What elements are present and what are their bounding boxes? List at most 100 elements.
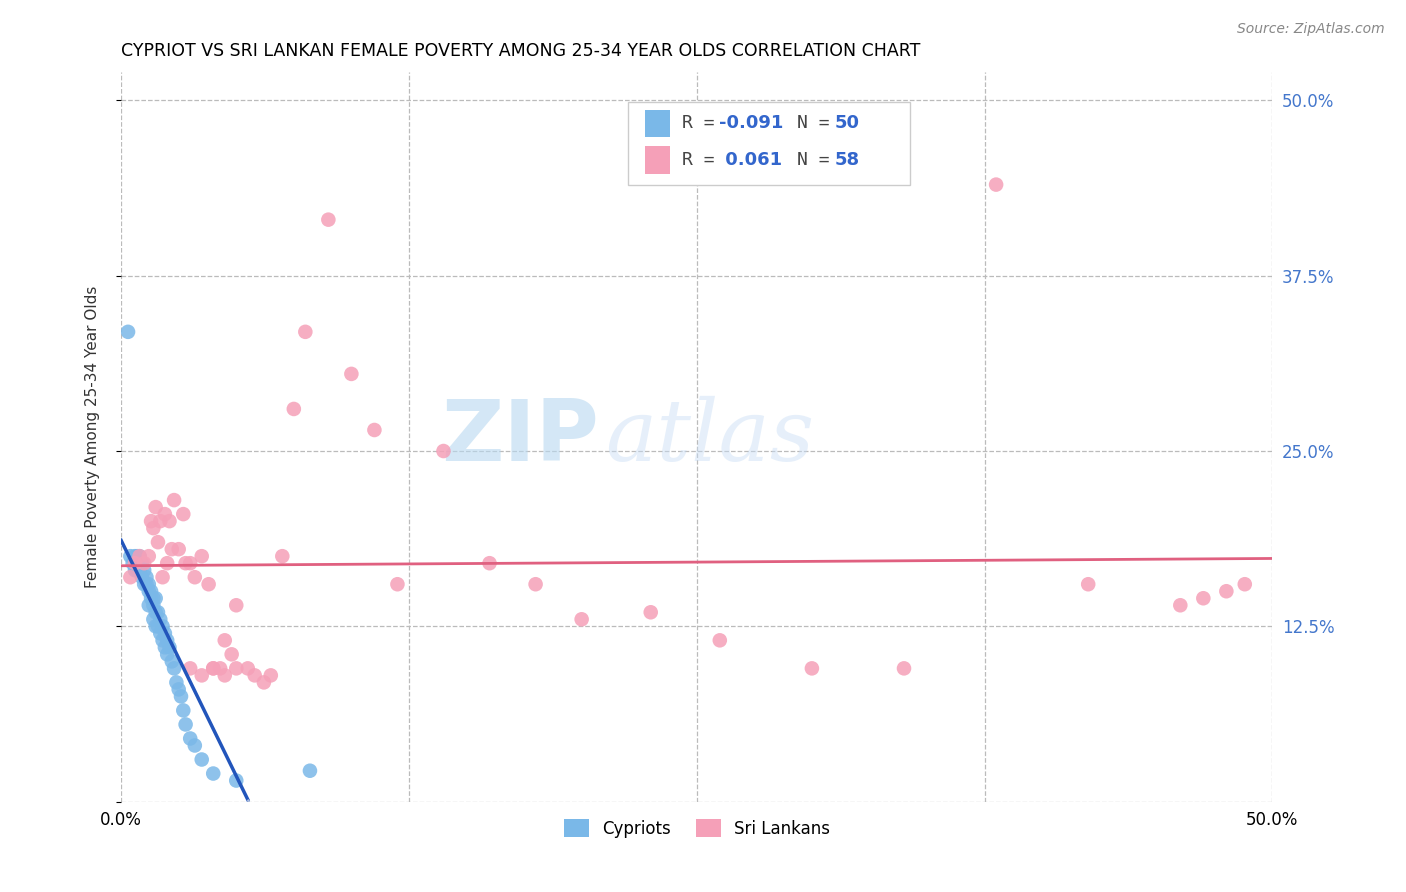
Point bbox=[209, 661, 232, 675]
Point bbox=[225, 661, 247, 675]
Point bbox=[149, 612, 172, 626]
FancyBboxPatch shape bbox=[627, 102, 910, 186]
Point bbox=[146, 605, 169, 619]
Point bbox=[1192, 591, 1215, 606]
Point bbox=[120, 570, 142, 584]
Text: CYPRIOT VS SRI LANKAN FEMALE POVERTY AMONG 25-34 YEAR OLDS CORRELATION CHART: CYPRIOT VS SRI LANKAN FEMALE POVERTY AMO… bbox=[121, 42, 921, 60]
Point bbox=[172, 703, 194, 717]
Point bbox=[179, 731, 201, 746]
Point bbox=[142, 521, 165, 535]
Point bbox=[984, 178, 1007, 192]
Point bbox=[153, 507, 176, 521]
Point bbox=[145, 619, 167, 633]
Point bbox=[225, 773, 247, 788]
Point bbox=[153, 626, 176, 640]
Point bbox=[1168, 599, 1191, 613]
Point bbox=[156, 633, 179, 648]
Point bbox=[142, 612, 165, 626]
Text: -0.091: -0.091 bbox=[718, 114, 783, 133]
Point bbox=[160, 542, 183, 557]
Point bbox=[800, 661, 823, 675]
Point bbox=[152, 570, 174, 584]
Point bbox=[163, 493, 186, 508]
Point bbox=[138, 549, 160, 564]
Text: atlas: atlas bbox=[605, 396, 814, 478]
Point bbox=[167, 682, 190, 697]
Text: ZIP: ZIP bbox=[441, 395, 599, 478]
Point bbox=[159, 640, 181, 655]
Point bbox=[225, 599, 247, 613]
Point bbox=[236, 661, 259, 675]
Point bbox=[156, 556, 179, 570]
Point bbox=[152, 633, 174, 648]
Point bbox=[120, 549, 142, 564]
Point bbox=[127, 563, 149, 577]
Point bbox=[214, 668, 236, 682]
Text: N =: N = bbox=[797, 114, 841, 133]
Point bbox=[159, 514, 181, 528]
Point bbox=[131, 570, 153, 584]
Point bbox=[134, 577, 156, 591]
Point bbox=[1233, 577, 1256, 591]
Point bbox=[142, 591, 165, 606]
Point bbox=[163, 661, 186, 675]
Point bbox=[146, 619, 169, 633]
Legend: Cypriots, Sri Lankans: Cypriots, Sri Lankans bbox=[557, 813, 837, 845]
Point bbox=[294, 325, 316, 339]
Point bbox=[145, 500, 167, 515]
Point bbox=[138, 577, 160, 591]
Point bbox=[172, 507, 194, 521]
Point bbox=[174, 717, 197, 731]
Point bbox=[432, 444, 454, 458]
Text: 50: 50 bbox=[835, 114, 860, 133]
Point bbox=[167, 542, 190, 557]
Point bbox=[478, 556, 501, 570]
Point bbox=[298, 764, 321, 778]
Point bbox=[214, 633, 236, 648]
Text: 0.061: 0.061 bbox=[718, 151, 782, 169]
FancyBboxPatch shape bbox=[645, 110, 671, 137]
Point bbox=[174, 556, 197, 570]
Point bbox=[124, 549, 146, 564]
Point bbox=[253, 675, 276, 690]
Point bbox=[387, 577, 409, 591]
Point bbox=[271, 549, 294, 564]
Text: 58: 58 bbox=[835, 151, 860, 169]
Point bbox=[134, 556, 156, 570]
Point bbox=[128, 549, 150, 564]
Point bbox=[165, 675, 187, 690]
Point bbox=[340, 367, 363, 381]
Point bbox=[135, 577, 157, 591]
Point bbox=[190, 668, 212, 682]
Point bbox=[571, 612, 593, 626]
Point bbox=[128, 563, 150, 577]
Point bbox=[156, 648, 179, 662]
Text: N =: N = bbox=[797, 151, 841, 169]
Point bbox=[243, 668, 266, 682]
Point bbox=[1077, 577, 1099, 591]
Point bbox=[117, 325, 139, 339]
Point bbox=[160, 654, 183, 668]
Point bbox=[202, 661, 225, 675]
Text: R =: R = bbox=[682, 114, 725, 133]
Point bbox=[524, 577, 547, 591]
Point bbox=[135, 570, 157, 584]
Point bbox=[363, 423, 385, 437]
Point bbox=[124, 556, 146, 570]
Text: R =: R = bbox=[682, 151, 725, 169]
Point bbox=[124, 563, 146, 577]
Point bbox=[134, 563, 156, 577]
Point bbox=[146, 535, 169, 549]
Point bbox=[145, 605, 167, 619]
Y-axis label: Female Poverty Among 25-34 Year Olds: Female Poverty Among 25-34 Year Olds bbox=[86, 285, 100, 588]
Text: Source: ZipAtlas.com: Source: ZipAtlas.com bbox=[1237, 22, 1385, 37]
Point bbox=[142, 599, 165, 613]
Point bbox=[128, 549, 150, 564]
Point bbox=[893, 661, 915, 675]
Point bbox=[121, 556, 143, 570]
Point bbox=[139, 591, 162, 606]
Point bbox=[149, 514, 172, 528]
Point bbox=[170, 690, 193, 704]
Point bbox=[221, 648, 243, 662]
Point bbox=[260, 668, 283, 682]
